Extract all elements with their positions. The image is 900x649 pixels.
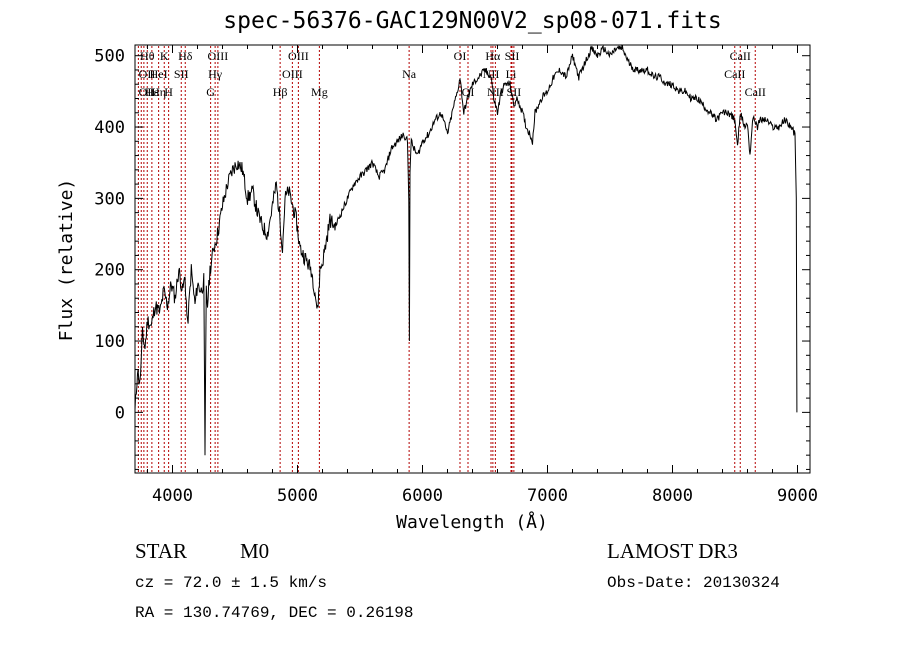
survey-name: LAMOST DR3 <box>607 539 738 563</box>
spectral-line-label: HeI <box>150 67 168 81</box>
spectral-line-label: Hβ <box>273 85 288 99</box>
spectral-line-label: OII <box>139 85 156 99</box>
spectral-subclass: M0 <box>240 539 270 563</box>
x-tick-label: 4000 <box>152 486 193 506</box>
spectral-line-label: NII <box>487 85 504 99</box>
spectral-line-label: SII <box>507 85 522 99</box>
spectral-line-label: CaII <box>730 49 751 63</box>
x-tick-label: 7000 <box>527 486 568 506</box>
redshift-velocity: cz = 72.0 ± 1.5 km/s <box>135 574 328 592</box>
observation-date: Obs-Date: 20130324 <box>607 574 780 592</box>
y-tick-label: 300 <box>94 189 125 209</box>
x-tick-label: 9000 <box>777 486 818 506</box>
spectral-line-label: Hα <box>485 49 501 63</box>
spectral-line-label: OI <box>454 49 467 63</box>
spectral-line-label: Hδ <box>178 49 193 63</box>
coordinates: RA = 130.74769, DEC = 0.26198 <box>135 604 414 622</box>
x-tick-label: 5000 <box>277 486 318 506</box>
spectrum-line <box>134 44 798 456</box>
spectral-line-label: Hη <box>151 85 166 99</box>
spectral-line-label: Hγ <box>208 67 223 81</box>
y-tick-label: 200 <box>94 261 125 281</box>
spectral-line-label: SII <box>505 49 520 63</box>
x-tick-label: 8000 <box>652 486 693 506</box>
spectral-line-label: Mg <box>311 85 328 99</box>
y-tick-label: 400 <box>94 118 125 138</box>
object-type: STAR <box>135 539 187 563</box>
spectral-line-label: SII <box>174 67 189 81</box>
spectral-line-label: OIII <box>282 67 303 81</box>
y-tick-label: 100 <box>94 332 125 352</box>
spectral-line-label: OIII <box>208 49 229 63</box>
spectral-line-label: CaII <box>724 67 745 81</box>
x-axis-ticks: 4000 5000 6000 7000 8000 9000 <box>147 45 818 506</box>
plot-frame <box>134 44 811 474</box>
spectral-line-markers <box>137 46 756 472</box>
spectral-line-label: CaII <box>745 85 766 99</box>
y-axis-ticks: 0 100 200 300 400 500 <box>94 47 810 470</box>
y-tick-label: 0 <box>115 403 125 423</box>
x-tick-label: 6000 <box>402 486 443 506</box>
y-axis-label: Flux (relative) <box>56 179 77 342</box>
spectral-line-label: Hθ <box>140 49 155 63</box>
spectral-line-label: Hε <box>145 85 159 99</box>
spectral-line-label: K <box>160 49 169 63</box>
x-axis-label: Wavelength (Å) <box>396 511 548 533</box>
spectral-line-label: Na <box>402 67 417 81</box>
spectral-line-label: OIII <box>288 49 309 63</box>
spectral-line-label: H <box>164 85 173 99</box>
chart-title: spec-56376-GAC129N00V2_sp08-071.fits <box>223 8 722 34</box>
spectral-line-label: Li <box>506 67 517 81</box>
y-tick-label: 500 <box>94 47 125 67</box>
spectral-line-label: OII <box>139 67 156 81</box>
spectral-line-label: OI <box>462 85 475 99</box>
spectral-line-label: G <box>206 85 215 99</box>
